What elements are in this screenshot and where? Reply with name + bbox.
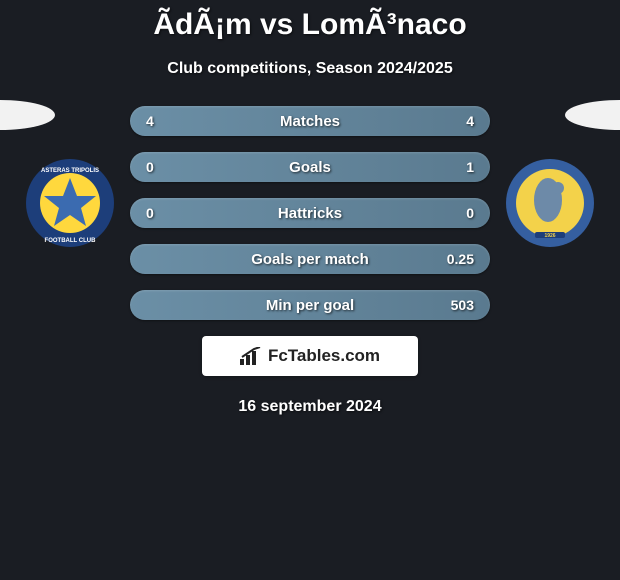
stat-row-goals-per-match: Goals per match 0.25 (130, 244, 490, 274)
right-club-badge: 1926 (500, 158, 600, 248)
right-player-flag (565, 100, 620, 160)
brand-text: FcTables.com (268, 346, 380, 366)
stat-label: Goals (130, 159, 490, 176)
stat-rows: 4 Matches 4 0 Goals 1 0 Hattricks 0 Goal… (130, 106, 490, 320)
svg-text:FOOTBALL CLUB: FOOTBALL CLUB (45, 238, 97, 244)
stat-row-goals: 0 Goals 1 (130, 152, 490, 182)
page-subtitle: Club competitions, Season 2024/2025 (0, 60, 620, 78)
stat-label: Matches (130, 113, 490, 130)
stat-row-matches: 4 Matches 4 (130, 106, 490, 136)
stat-right-value: 4 (466, 113, 474, 129)
left-player-flag (0, 100, 55, 160)
stat-right-value: 503 (451, 297, 474, 313)
stat-right-value: 1 (466, 159, 474, 175)
stat-right-value: 0 (466, 205, 474, 221)
svg-text:ASTERAS TRIPOLIS: ASTERAS TRIPOLIS (41, 168, 99, 174)
stat-left-value: 4 (146, 113, 154, 129)
stat-label: Hattricks (130, 205, 490, 222)
svg-text:1926: 1926 (544, 233, 555, 239)
panaitolikos-badge-icon: 1926 (500, 158, 600, 248)
page-title: ÃdÃ¡m vs LomÃ³naco (0, 0, 620, 42)
comparison-area: ASTERAS TRIPOLIS FOOTBALL CLUB 1926 4 Ma… (0, 106, 620, 416)
stat-left-value: 0 (146, 159, 154, 175)
date-text: 16 september 2024 (0, 398, 620, 416)
stat-row-min-per-goal: Min per goal 503 (130, 290, 490, 320)
asteras-badge-icon: ASTERAS TRIPOLIS FOOTBALL CLUB (20, 158, 120, 248)
brand-box[interactable]: FcTables.com (202, 336, 418, 376)
stat-label: Goals per match (130, 251, 490, 268)
stat-left-value: 0 (146, 205, 154, 221)
left-club-badge: ASTERAS TRIPOLIS FOOTBALL CLUB (20, 158, 120, 248)
stat-right-value: 0.25 (447, 251, 474, 267)
ellipse-placeholder (0, 100, 55, 130)
stat-row-hattricks: 0 Hattricks 0 (130, 198, 490, 228)
ellipse-placeholder (565, 100, 620, 130)
bar-chart-icon (240, 347, 262, 365)
stat-label: Min per goal (130, 297, 490, 314)
